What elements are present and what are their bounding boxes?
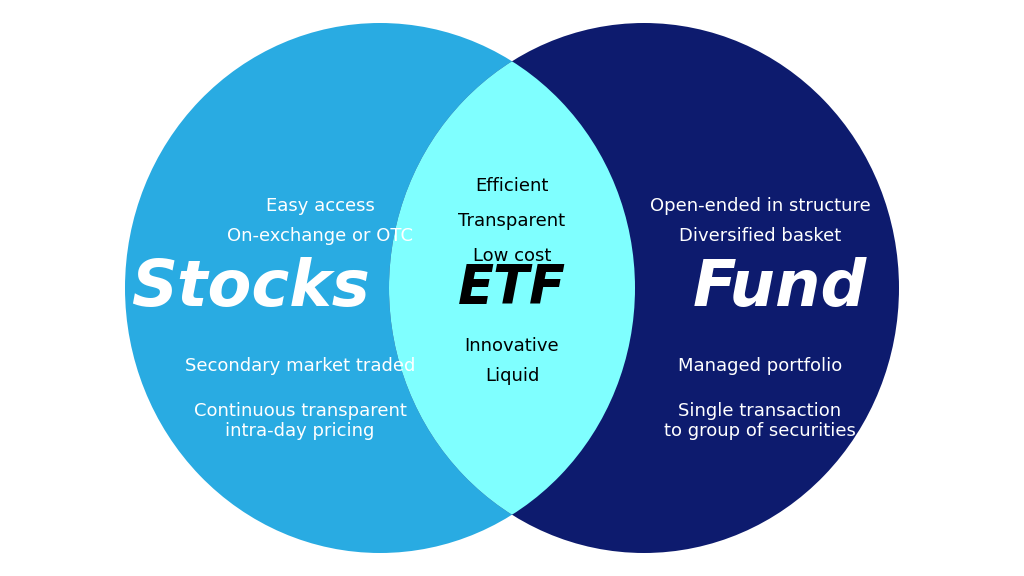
Text: Diversified basket: Diversified basket [679, 227, 841, 245]
Text: Easy access: Easy access [265, 197, 375, 215]
Ellipse shape [389, 23, 899, 553]
Text: Efficient: Efficient [475, 177, 549, 195]
Ellipse shape [125, 23, 635, 553]
Text: Transparent: Transparent [459, 212, 565, 230]
Ellipse shape [125, 23, 635, 553]
Text: Open-ended in structure: Open-ended in structure [649, 197, 870, 215]
Text: Fund: Fund [693, 257, 867, 319]
Text: Low cost: Low cost [473, 247, 551, 265]
Text: Liquid: Liquid [484, 367, 540, 385]
Text: Single transaction
to group of securities: Single transaction to group of securitie… [664, 401, 856, 441]
Text: Stocks: Stocks [131, 257, 370, 319]
Text: Continuous transparent
intra-day pricing: Continuous transparent intra-day pricing [194, 401, 407, 441]
Text: Innovative: Innovative [465, 337, 559, 355]
Text: ETF: ETF [458, 262, 566, 314]
Text: Secondary market traded: Secondary market traded [184, 357, 415, 375]
Text: On-exchange or OTC: On-exchange or OTC [227, 227, 413, 245]
Text: Managed portfolio: Managed portfolio [678, 357, 842, 375]
